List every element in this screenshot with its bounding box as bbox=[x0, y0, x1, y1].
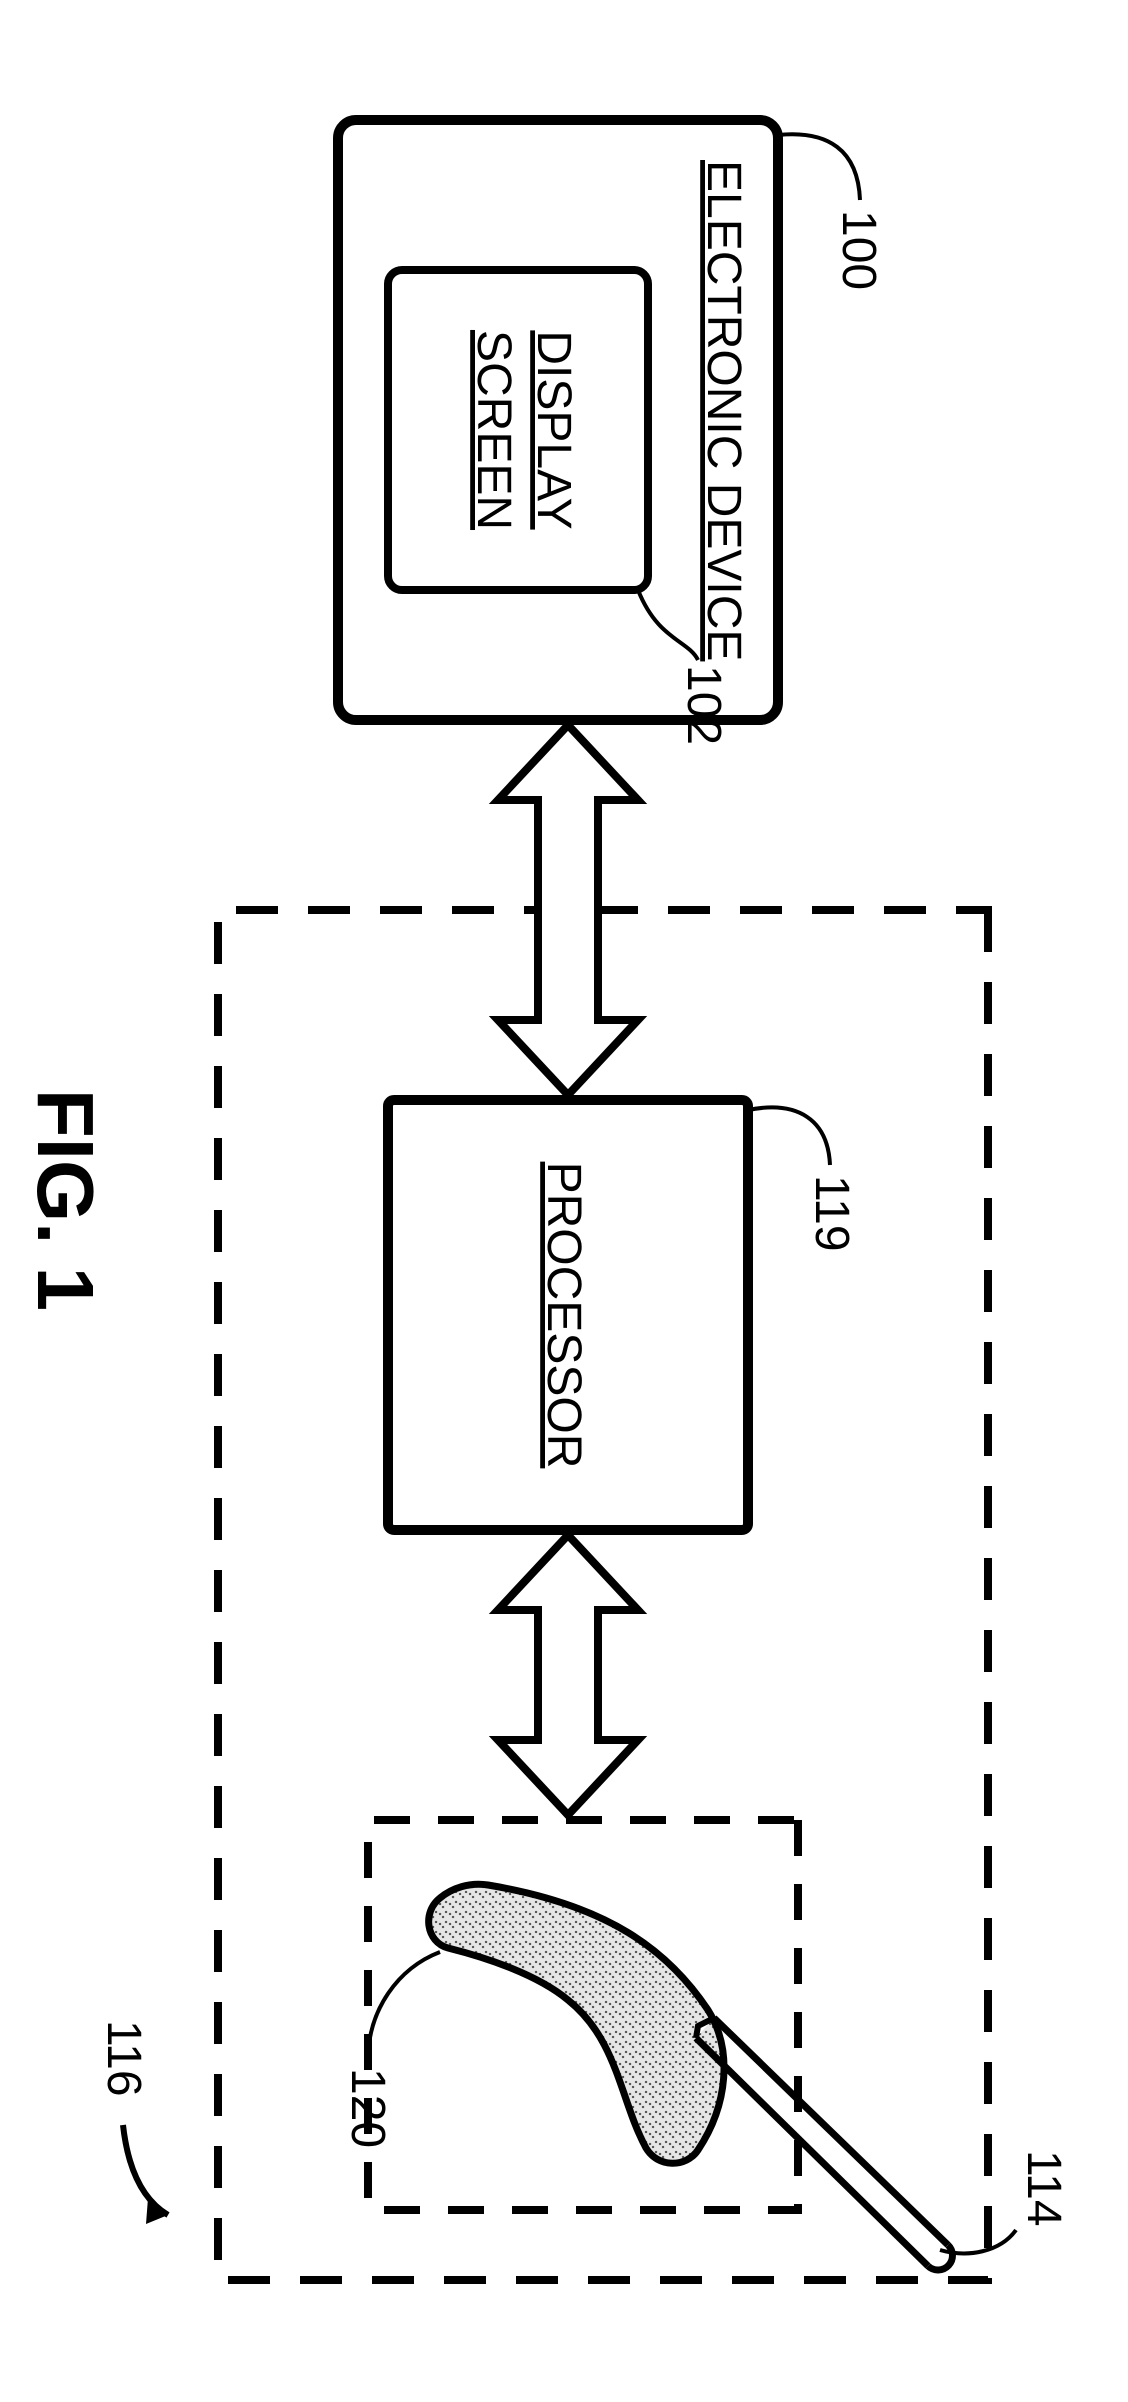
processor-block: PROCESSOR 119 bbox=[388, 1100, 858, 1530]
ref-116-group: 116 bbox=[97, 2020, 168, 2224]
display-screen-title-1: DISPLAY bbox=[527, 330, 580, 529]
processor-title: PROCESSOR bbox=[537, 1162, 590, 1469]
drawn-stroke bbox=[429, 1884, 724, 2163]
leader-119 bbox=[748, 1107, 830, 1165]
leader-100 bbox=[778, 134, 860, 200]
electronic-device-block: ELECTRONIC DEVICE DISPLAY SCREEN 100 102 bbox=[338, 120, 885, 745]
ref-114: 114 bbox=[1017, 2150, 1070, 2227]
ref-100: 100 bbox=[832, 210, 885, 290]
ref-116: 116 bbox=[97, 2020, 150, 2097]
display-screen-title-2: SCREEN bbox=[467, 330, 520, 530]
figure-caption: FIG. 1 bbox=[21, 1089, 110, 1311]
ref-102: 102 bbox=[677, 665, 730, 745]
ref-119: 119 bbox=[805, 1175, 858, 1252]
figure-canvas: ELECTRONIC DEVICE DISPLAY SCREEN 100 102… bbox=[0, 0, 1128, 2402]
stylus bbox=[696, 2018, 952, 2270]
electronic-device-title: ELECTRONIC DEVICE bbox=[697, 160, 750, 661]
ref-120: 120 bbox=[341, 2068, 394, 2148]
arrow-processor-touch bbox=[498, 1535, 638, 1815]
leader-120 bbox=[368, 1952, 440, 2060]
touch-area: 114 120 bbox=[341, 1820, 1070, 2270]
